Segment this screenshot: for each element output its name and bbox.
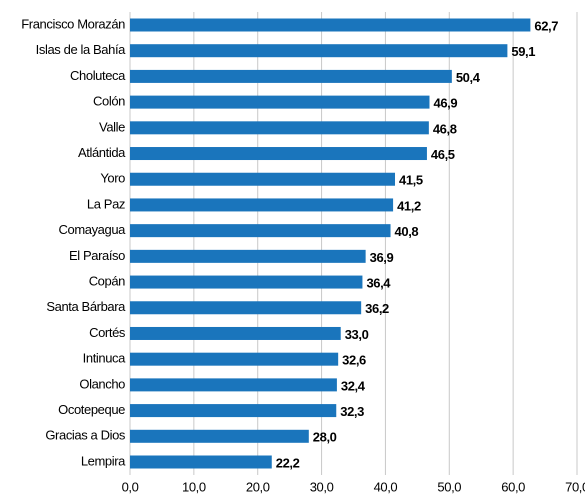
- bar: [130, 404, 337, 418]
- bar: [130, 172, 396, 186]
- data-label: 32,3: [340, 404, 364, 419]
- data-label: 41,2: [397, 198, 421, 213]
- bar: [130, 69, 452, 83]
- y-tick-label: Choluteca: [70, 68, 126, 83]
- y-tick-label: Colón: [93, 94, 125, 109]
- bar: [130, 147, 427, 161]
- y-tick-label: Olancho: [79, 376, 125, 391]
- bar: [130, 224, 391, 238]
- y-tick-label: El Paraíso: [69, 248, 125, 263]
- y-tick-label: Santa Bárbara: [46, 299, 126, 314]
- data-label: 62,7: [534, 18, 558, 33]
- y-tick-label: Intinuca: [83, 351, 127, 366]
- data-label: 22,2: [276, 455, 300, 470]
- bar: [130, 121, 429, 135]
- bar: [130, 326, 341, 340]
- data-label: 41,5: [399, 173, 423, 188]
- bar: [130, 455, 272, 469]
- y-tick-label: Copán: [89, 273, 125, 288]
- data-label: 32,6: [342, 353, 366, 368]
- data-label: 46,8: [433, 121, 457, 136]
- bar: [130, 249, 366, 263]
- y-tick-label: Ocotepeque: [58, 402, 125, 417]
- data-label: 28,0: [313, 430, 337, 445]
- y-tick-label: Cortés: [89, 325, 126, 340]
- x-tick-label: 70,0: [565, 479, 585, 494]
- data-label: 46,5: [431, 147, 455, 162]
- data-label: 36,4: [366, 275, 391, 290]
- y-tick-label: Valle: [99, 119, 125, 134]
- bar: [130, 352, 339, 366]
- bar: [130, 275, 363, 289]
- x-tick-label: 50,0: [437, 479, 461, 494]
- data-label: 33,0: [345, 327, 369, 342]
- y-tick-label: Gracias a Dios: [45, 428, 126, 443]
- bar: [130, 18, 531, 32]
- y-tick-label: La Paz: [87, 196, 125, 211]
- bar: [130, 301, 362, 315]
- x-tick-label: 0,0: [122, 479, 139, 494]
- data-label: 36,9: [370, 250, 394, 265]
- y-tick-label: Francisco Morazán: [21, 16, 125, 31]
- data-label: 50,4: [456, 70, 481, 85]
- bar: [130, 429, 309, 443]
- y-tick-label: Islas de la Bahía: [36, 42, 126, 57]
- y-tick-label: Comayagua: [59, 222, 127, 237]
- y-tick-label: Yoro: [100, 171, 125, 186]
- bar: [130, 95, 430, 109]
- x-tick-label: 60,0: [501, 479, 525, 494]
- data-label: 36,2: [365, 301, 389, 316]
- data-label: 40,8: [395, 224, 419, 239]
- bar: [130, 198, 394, 212]
- data-label: 32,4: [341, 378, 366, 393]
- x-tick-label: 10,0: [182, 479, 206, 494]
- bar: [130, 44, 508, 58]
- data-label: 46,9: [433, 96, 457, 111]
- bar: [130, 378, 337, 392]
- data-label: 59,1: [511, 44, 535, 59]
- y-tick-label: Atlántida: [78, 145, 126, 160]
- y-tick-label: Lempira: [81, 453, 126, 468]
- x-tick-label: 40,0: [374, 479, 398, 494]
- x-tick-label: 30,0: [310, 479, 334, 494]
- x-tick-label: 20,0: [246, 479, 270, 494]
